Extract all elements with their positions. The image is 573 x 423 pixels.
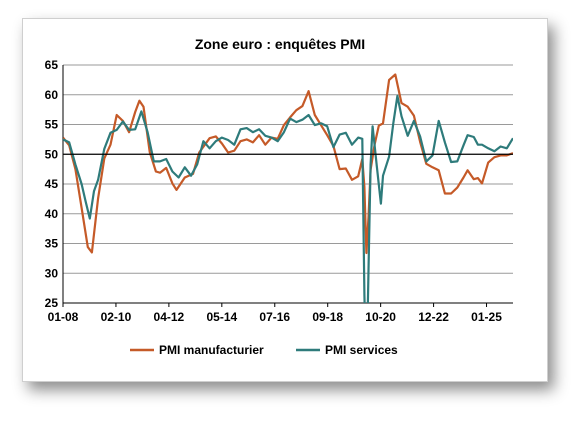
y-tick-label: 35 (45, 237, 59, 251)
x-tick-label: 05-14 (206, 310, 237, 324)
y-tick-label: 45 (45, 177, 59, 191)
x-tick-label: 02-10 (101, 310, 132, 324)
legend-label-manufacturier: PMI manufacturier (159, 343, 264, 357)
chart-title: Zone euro : enquêtes PMI (195, 36, 365, 52)
x-tick-label: 09-18 (312, 310, 343, 324)
x-tick-label: 12-22 (418, 310, 449, 324)
y-tick-label: 55 (45, 118, 59, 132)
y-tick-label: 60 (45, 88, 59, 102)
x-tick-label: 01-25 (471, 310, 502, 324)
series-lines (63, 73, 513, 303)
axes: 25 30 35 40 45 50 55 60 65 01-08 02-10 04-12 05-14 07… (45, 58, 513, 324)
x-tick-label: 01-08 (48, 310, 79, 324)
x-tick-label: 04-12 (154, 310, 185, 324)
legend-label-services: PMI services (325, 343, 398, 357)
x-tick-label: 10-20 (365, 310, 396, 324)
series-line-services (63, 94, 513, 303)
pmi-line-chart: Zone euro : enquêtes PMI 25 30 35 40 45 50 55 6… (45, 36, 513, 357)
legend: PMI manufacturier PMI services (130, 343, 398, 357)
y-tick-label: 50 (45, 147, 59, 161)
series-line-manufacturier (63, 73, 513, 255)
y-tick-label: 25 (45, 296, 59, 310)
y-tick-label: 40 (45, 207, 59, 221)
y-tick-label: 65 (45, 58, 59, 72)
chart-panel: Zone euro : enquêtes PMI 25 30 35 40 45 50 55 6… (22, 18, 548, 382)
x-tick-label: 07-16 (259, 310, 290, 324)
gridlines (63, 64, 513, 274)
y-tick-label: 30 (45, 266, 59, 280)
